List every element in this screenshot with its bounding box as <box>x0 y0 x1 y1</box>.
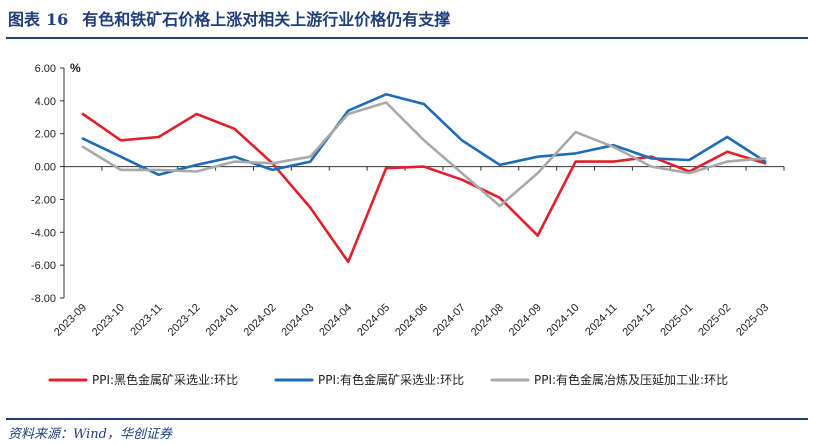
y-tick-label: -6.00 <box>31 260 56 272</box>
y-tick-label: -8.00 <box>31 293 56 305</box>
legend-label: PPI:黑色金属矿采选业:环比 <box>92 372 238 387</box>
line-chart: 6.00 4.00 2.00 0.00 -2.00 -4.00 -6.00 -8.00% 202… <box>31 61 785 387</box>
chart-series <box>81 92 767 264</box>
source-divider <box>6 418 808 420</box>
series-line-3 <box>81 101 767 208</box>
legend-label: PPI:有色金属矿采选业:环比 <box>318 372 464 387</box>
title-divider <box>6 37 808 39</box>
x-tick-label: 2024-02 <box>242 302 279 339</box>
x-tick-label: 2024-03 <box>279 302 316 339</box>
x-tick-label: 2024-12 <box>620 302 657 339</box>
x-tick-label: 2024-11 <box>583 302 619 338</box>
x-tick-label: 2024-04 <box>317 302 354 339</box>
chart-axes: 6.00 4.00 2.00 0.00 -2.00 -4.00 -6.00 -8.00% 202… <box>31 61 785 339</box>
x-tick-label: 2024-06 <box>393 302 430 339</box>
series-line-2 <box>81 92 767 177</box>
x-tick-label: 2024-09 <box>507 302 544 339</box>
x-tick-label: 2023-10 <box>90 302 127 339</box>
x-tick-label: 2025-03 <box>734 302 771 339</box>
figure-title-text: 有色和铁矿石价格上涨对相关上游行业价格仍有支撑 <box>82 10 451 29</box>
x-tick-label: 2023-09 <box>52 302 89 339</box>
y-tick-label: 0.00 <box>35 162 56 174</box>
y-unit-label: % <box>70 61 81 75</box>
figure-label: 图表 <box>8 10 41 29</box>
y-tick-label: -2.00 <box>31 194 56 206</box>
figure-title: 图表 16 有色和铁矿石价格上涨对相关上游行业价格仍有支撑 <box>8 6 450 30</box>
y-tick-label: 6.00 <box>35 63 56 75</box>
series-line-1 <box>81 112 767 264</box>
figure-number: 16 <box>46 10 69 29</box>
legend-label: PPI:有色金属冶炼及压延加工业:环比 <box>534 372 728 387</box>
x-tick-label: 2023-11 <box>128 302 164 338</box>
x-tick-label: 2023-12 <box>166 302 203 339</box>
x-tick-label: 2024-08 <box>469 302 506 339</box>
chart-legend: PPI:黑色金属矿采选业:环比 PPI:有色金属矿采选业:环比 PPI:有色金属冶炼… <box>48 372 728 387</box>
legend-item-2: PPI:有色金属矿采选业:环比 <box>274 372 464 387</box>
x-tick-label: 2024-07 <box>431 302 468 339</box>
x-tick-label: 2025-02 <box>696 302 733 339</box>
x-tick-label: 2025-01 <box>658 302 695 339</box>
legend-item-3: PPI:有色金属冶炼及压延加工业:环比 <box>490 372 728 387</box>
x-tick-label: 2024-01 <box>204 302 241 339</box>
legend-item-1: PPI:黑色金属矿采选业:环比 <box>48 372 238 387</box>
x-tick-label: 2024-10 <box>545 302 582 339</box>
y-tick-label: 4.00 <box>35 96 56 108</box>
y-tick-label: -4.00 <box>31 227 56 239</box>
y-tick-label: 2.00 <box>35 129 56 141</box>
source-note: 资料来源：Wind，华创证券 <box>8 427 172 442</box>
x-tick-label: 2024-05 <box>355 302 392 339</box>
